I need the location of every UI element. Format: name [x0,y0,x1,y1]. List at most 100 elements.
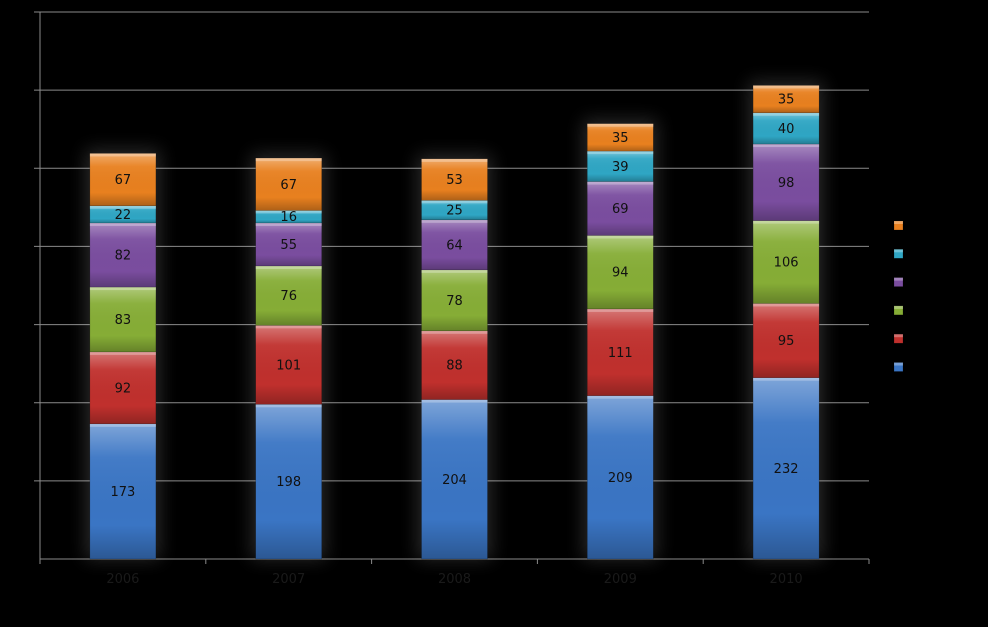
data-label: 92 [115,381,132,396]
bar-segment-shine [255,222,322,266]
data-label: 35 [778,93,795,108]
data-label: 53 [446,173,463,188]
bar-segment-bevel [89,423,156,427]
x-tick-label: 2006 [106,572,139,587]
bar-segment-bevel [587,151,654,155]
bar-segment-bevel [587,181,654,185]
bar-segment-shine [587,308,654,396]
legend-marker-shine [894,334,903,338]
data-label: 76 [280,289,297,304]
bar-segment-shine [587,151,654,182]
bar-segment-bevel [753,144,820,148]
bar-segment-bevel [753,377,820,381]
data-label: 64 [446,238,463,253]
data-label: 106 [774,256,799,271]
bar-segment-shine [753,144,820,221]
bar-segment-shine [89,205,156,223]
bar-segment-shine [753,303,820,378]
legend-marker [893,362,904,372]
x-tick-label: 2009 [604,572,637,587]
bar-segment-bevel [255,265,322,269]
legend [893,220,904,372]
bar-segment-shine [421,219,488,270]
data-label: 204 [442,473,467,488]
x-tick-label: 2007 [272,572,305,587]
bar-segment-bevel [421,158,488,162]
legend-marker [893,220,904,231]
data-label: 22 [115,208,132,223]
bar-segment-shine [753,220,820,304]
data-label: 209 [608,471,633,486]
data-label: 78 [446,294,463,309]
bar-segment-bevel [753,303,820,307]
data-label: 39 [612,160,629,175]
bar-segment-shine [89,287,156,352]
data-label: 67 [115,173,132,188]
data-label: 35 [612,131,629,146]
data-label: 94 [612,266,629,281]
bar-segment-bevel [421,200,488,204]
legend-marker [893,333,904,344]
bar-segment-bevel [255,325,322,329]
bar-segment-bevel [753,85,820,89]
bar-segment-shine [421,399,488,559]
bar-segment-bevel [587,235,654,239]
bar-segment-shine [421,158,488,201]
bar-segment-shine [587,235,654,309]
data-label: 88 [446,359,463,374]
bar-segment-shine [255,158,322,211]
bar-segment-bevel [89,153,156,157]
bar-segment-bevel [587,308,654,312]
legend-marker-shine [894,249,903,253]
bar-segment-shine [89,222,156,288]
bar-segment-bevel [421,330,488,334]
bar-segment-bevel [587,395,654,399]
bar-segment-shine [255,404,322,559]
data-label: 95 [778,334,795,349]
data-label: 40 [778,122,795,137]
data-label: 101 [276,358,301,373]
bar-segment-shine [587,395,654,559]
bar-segment-bevel [587,123,654,127]
x-tick-label: 2008 [438,572,471,587]
legend-marker-shine [894,362,903,366]
bar-segment-shine [587,181,654,236]
bar-segment-shine [255,210,322,223]
bar-segment-bevel [89,222,156,226]
x-tick-label: 2010 [770,572,803,587]
bar-segment-bevel [89,351,156,355]
bar-segment-bevel [421,219,488,223]
bar-segment-bevel [753,220,820,224]
bar-segment-bevel [89,287,156,291]
legend-marker-shine [894,305,903,309]
data-label: 67 [280,178,297,193]
bar-segment-shine [753,377,820,559]
bar-segment-shine [255,265,322,326]
bar-segment-bevel [255,210,322,214]
bar-segment-bevel [753,112,820,116]
bar-segment-bevel [89,205,156,209]
data-label: 98 [778,176,795,191]
legend-marker [893,305,904,316]
data-label: 232 [774,462,799,477]
data-label: 173 [110,485,135,500]
data-label: 111 [608,346,633,361]
bar-segment-shine [255,325,322,405]
bar-segment-shine [89,153,156,206]
bar-segment-bevel [421,269,488,273]
bar-segment-shine [753,85,820,113]
legend-marker-shine [894,221,903,224]
bar-segment-shine [587,123,654,152]
bar-segment-shine [421,269,488,331]
bar-segment-bevel [421,399,488,403]
bar-segment-shine [421,200,488,220]
bars: 173 92 83 82 22 67 198 101 76 55 16 67 204 88 78 64 25 53… [89,85,820,560]
bar-segment-shine [753,112,820,145]
data-label: 69 [612,202,629,217]
bar-segment-bevel [255,158,322,162]
data-label: 55 [280,238,297,253]
bar-segment-shine [421,330,488,400]
bar-segment-shine [89,423,156,559]
legend-marker [893,249,904,259]
